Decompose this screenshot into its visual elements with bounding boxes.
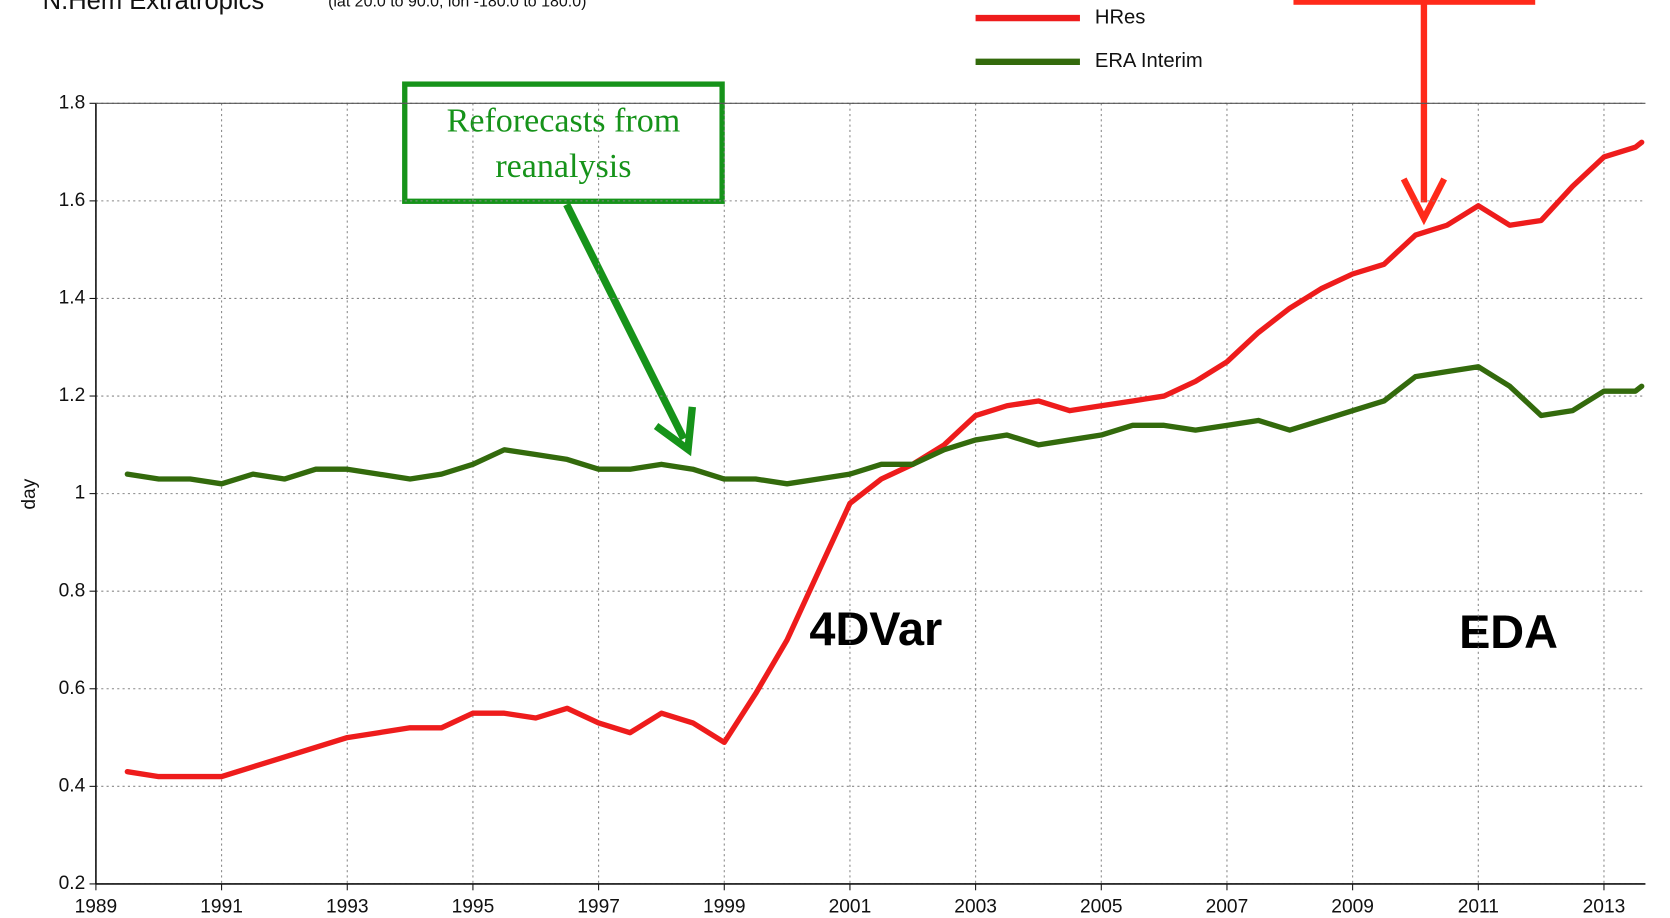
chart-subtitle: (lat 20.0 to 90.0, lon -180.0 to 180.0) (328, 0, 586, 10)
y-tick-label: 0.2 (59, 873, 86, 894)
arrow-head (653, 406, 697, 457)
annotation-text: Reforecasts from (447, 102, 681, 139)
y-tick-label: 0.8 (59, 580, 86, 601)
legend-label: HRes (1095, 6, 1146, 28)
x-tick-label: 1997 (577, 896, 620, 917)
y-tick-label: 1.6 (59, 190, 86, 211)
x-tick-label: 2011 (1458, 896, 1499, 917)
legend-label: ERA Interim (1095, 50, 1203, 72)
y-tick-label: 0.4 (59, 775, 86, 796)
y-tick-label: 1.8 (59, 92, 86, 113)
x-tick-label: 1991 (200, 896, 243, 917)
chart-title: N.Hem Extratropics (43, 0, 264, 15)
x-tick-label: 2005 (1080, 896, 1123, 917)
x-tick-label: 2003 (954, 896, 997, 917)
data-line (124, 139, 1645, 780)
annotation-text: reanalysis (495, 148, 631, 185)
y-axis-label: day (19, 478, 40, 509)
x-tick-label: 1989 (75, 896, 118, 917)
plot-area: 0.2 0.4 0.6 0.8 1 1.2 1.4 1.6 1.8 1989 1991 1993 199… (59, 92, 1646, 917)
data-line (124, 364, 1645, 487)
arrow (563, 202, 688, 441)
x-tick-label: 1995 (452, 896, 495, 917)
y-tick-label: 1.2 (59, 385, 86, 406)
x-tick-label: 1999 (703, 896, 746, 917)
x-tick-label: 1993 (326, 896, 369, 917)
arrow-head (1400, 177, 1448, 226)
highlight-box (1293, 0, 1536, 5)
x-tick-label: 2009 (1331, 896, 1374, 917)
annotation-text: 4DVar (809, 603, 942, 655)
x-tick-label: 2013 (1583, 896, 1626, 917)
y-tick-label: 1.4 (59, 288, 86, 309)
annotation-text: EDA (1459, 606, 1558, 658)
y-tick-label: 0.6 (59, 678, 86, 699)
y-tick-label: 1 (75, 483, 86, 504)
x-tick-label: 2007 (1206, 896, 1249, 917)
x-tick-label: 2001 (829, 896, 872, 917)
